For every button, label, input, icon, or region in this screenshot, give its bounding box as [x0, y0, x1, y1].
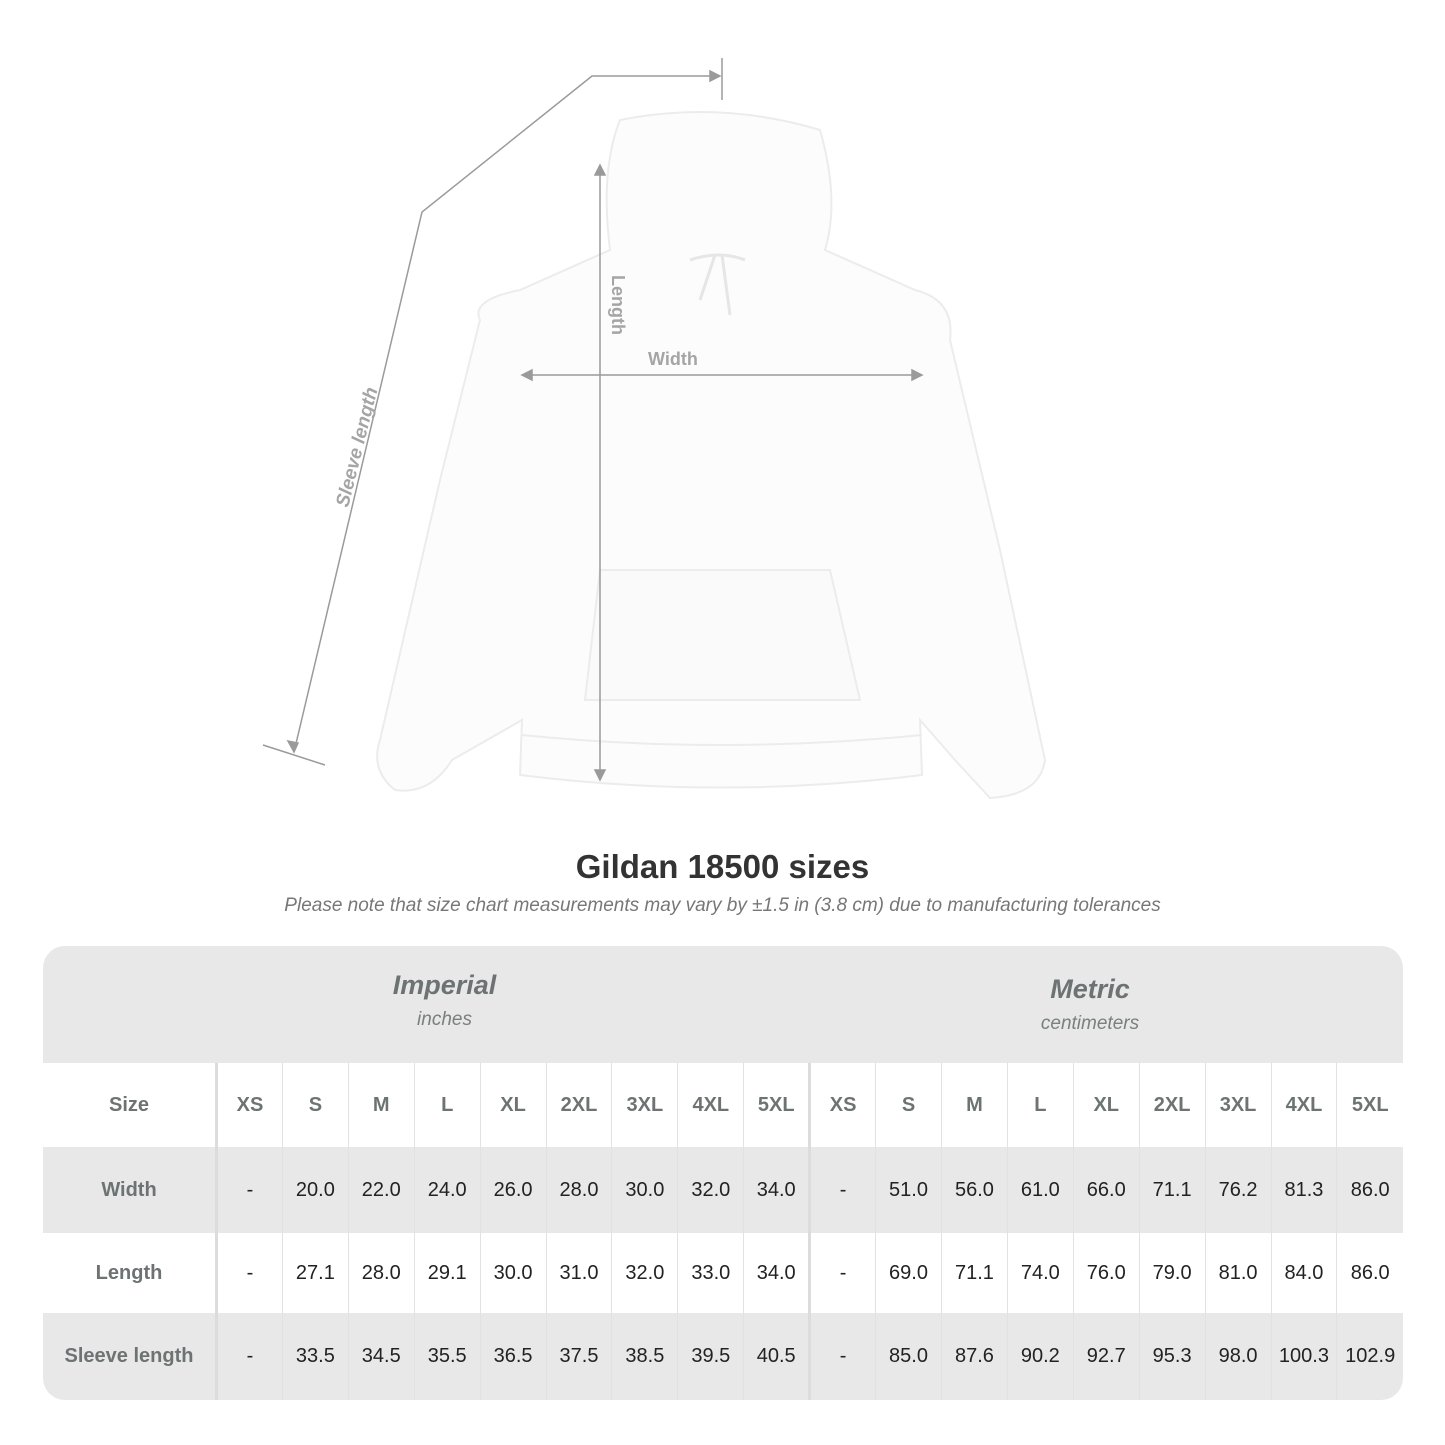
imperial-value: 36.5 — [479, 1313, 547, 1400]
imperial-value: 35.5 — [413, 1313, 481, 1400]
table-row: Width -20.0 22.0 24.0 26.0 28.0 30.0 32.0 34.0-5… — [43, 1147, 1403, 1233]
metric-value: 79.0 — [1138, 1233, 1206, 1313]
imperial-value: 38.5 — [611, 1313, 678, 1400]
width-label: Width — [648, 349, 698, 369]
imperial-value: 37.5 — [545, 1313, 612, 1400]
metric-value: 100.3 — [1270, 1313, 1337, 1400]
metric-value: 81.0 — [1204, 1233, 1271, 1313]
imperial-value: 29.1 — [413, 1233, 481, 1313]
metric-value: 86.0 — [1336, 1147, 1403, 1233]
metric-value: 76.2 — [1204, 1147, 1271, 1233]
imperial-size-4xl: 4XL — [677, 1063, 744, 1147]
metric-value: 56.0 — [940, 1147, 1008, 1233]
metric-value: 81.3 — [1270, 1147, 1337, 1233]
metric-size-3xl: 3XL — [1204, 1063, 1271, 1147]
imperial-value: - — [216, 1147, 283, 1233]
metric-value: - — [808, 1313, 876, 1400]
imperial-value: 31.0 — [545, 1233, 612, 1313]
metric-value: 102.9 — [1336, 1313, 1403, 1400]
imperial-unit: inches — [417, 1009, 472, 1030]
metric-value: 76.0 — [1072, 1233, 1140, 1313]
units-header-band — [43, 946, 1403, 1063]
metric-value: 85.0 — [875, 1313, 942, 1400]
imperial-value: 34.0 — [743, 1147, 810, 1233]
hoodie-illustration — [376, 111, 1047, 800]
metric-value: 66.0 — [1072, 1147, 1140, 1233]
imperial-value: 34.5 — [347, 1313, 415, 1400]
imperial-size-3xl: 3XL — [611, 1063, 678, 1147]
metric-value: 92.7 — [1072, 1313, 1140, 1400]
metric-value: 61.0 — [1006, 1147, 1074, 1233]
imperial-value: 32.0 — [611, 1233, 678, 1313]
metric-value: 84.0 — [1270, 1233, 1337, 1313]
metric-value: 51.0 — [875, 1147, 942, 1233]
imperial-value: 32.0 — [677, 1147, 744, 1233]
imperial-value: 39.5 — [677, 1313, 744, 1400]
metric-size-2xl: 2XL — [1138, 1063, 1206, 1147]
metric-value: 71.1 — [940, 1233, 1008, 1313]
imperial-value: 20.0 — [281, 1147, 349, 1233]
size-header-label: Size — [43, 1063, 218, 1147]
imperial-value: 24.0 — [413, 1147, 481, 1233]
row-label: Sleeve length — [43, 1313, 218, 1400]
metric-value: 69.0 — [875, 1233, 942, 1313]
imperial-value: 28.0 — [347, 1233, 415, 1313]
hoodie-measurement-diagram: Sleeve length Length Width — [262, 58, 1047, 800]
table-row: Length -27.1 28.0 29.1 30.0 31.0 32.0 33.0 34.0-… — [43, 1233, 1403, 1313]
imperial-size-5xl: 5XL — [743, 1063, 810, 1147]
metric-title: Metric — [1050, 974, 1130, 1004]
metric-size-m: M — [940, 1063, 1008, 1147]
metric-value: 87.6 — [940, 1313, 1008, 1400]
row-label: Width — [43, 1147, 218, 1233]
metric-value: - — [808, 1147, 876, 1233]
imperial-size-s: S — [281, 1063, 349, 1147]
imperial-value: 30.0 — [611, 1147, 678, 1233]
imperial-value: 30.0 — [479, 1233, 547, 1313]
imperial-size-xs: XS — [216, 1063, 283, 1147]
metric-value: 95.3 — [1138, 1313, 1206, 1400]
metric-size-xs: XS — [808, 1063, 876, 1147]
size-table: Size XS S M L XL 2XL 3XL 4XL 5XL XS S M L XL 2XL 3XL 4XL 5… — [43, 1063, 1403, 1400]
imperial-size-2xl: 2XL — [545, 1063, 612, 1147]
metric-value: 86.0 — [1336, 1233, 1403, 1313]
metric-value: 74.0 — [1006, 1233, 1074, 1313]
metric-value: 90.2 — [1006, 1313, 1074, 1400]
dimension-lines — [262, 58, 924, 782]
metric-size-s: S — [875, 1063, 942, 1147]
imperial-value: 34.0 — [743, 1233, 810, 1313]
imperial-value: 27.1 — [281, 1233, 349, 1313]
row-label: Length — [43, 1233, 218, 1313]
imperial-value: 33.5 — [281, 1313, 349, 1400]
imperial-size-m: M — [347, 1063, 415, 1147]
imperial-header: Imperial inches — [215, 946, 674, 1063]
metric-size-5xl: 5XL — [1336, 1063, 1403, 1147]
length-label: Length — [608, 275, 628, 335]
size-header-row: Size XS S M L XL 2XL 3XL 4XL 5XL XS S M L XL 2XL 3XL 4XL 5… — [43, 1063, 1403, 1147]
imperial-value: - — [216, 1313, 283, 1400]
imperial-value: 28.0 — [545, 1147, 612, 1233]
metric-header: Metric centimeters — [810, 950, 1370, 1067]
page-title: Gildan 18500 sizes — [575, 848, 870, 885]
metric-size-4xl: 4XL — [1270, 1063, 1337, 1147]
imperial-value: 33.0 — [677, 1233, 744, 1313]
imperial-value: - — [216, 1233, 283, 1313]
metric-size-l: L — [1006, 1063, 1074, 1147]
sleeve-length-label: Sleeve length — [332, 385, 382, 509]
metric-value: - — [808, 1233, 876, 1313]
imperial-size-l: L — [413, 1063, 481, 1147]
imperial-value: 40.5 — [743, 1313, 810, 1400]
metric-size-xl: XL — [1072, 1063, 1140, 1147]
imperial-value: 22.0 — [347, 1147, 415, 1233]
metric-value: 98.0 — [1204, 1313, 1271, 1400]
imperial-size-xl: XL — [479, 1063, 547, 1147]
imperial-value: 26.0 — [479, 1147, 547, 1233]
table-row: Sleeve length -33.5 34.5 35.5 36.5 37.5 38.5 39… — [43, 1313, 1403, 1400]
imperial-title: Imperial — [392, 970, 497, 1000]
size-chart: Imperial inches Metric centimeters Size X… — [43, 946, 1403, 1400]
metric-value: 71.1 — [1138, 1147, 1206, 1233]
metric-unit: centimeters — [1040, 1013, 1140, 1034]
tolerance-note: Please note that size chart measurements… — [284, 895, 1161, 916]
